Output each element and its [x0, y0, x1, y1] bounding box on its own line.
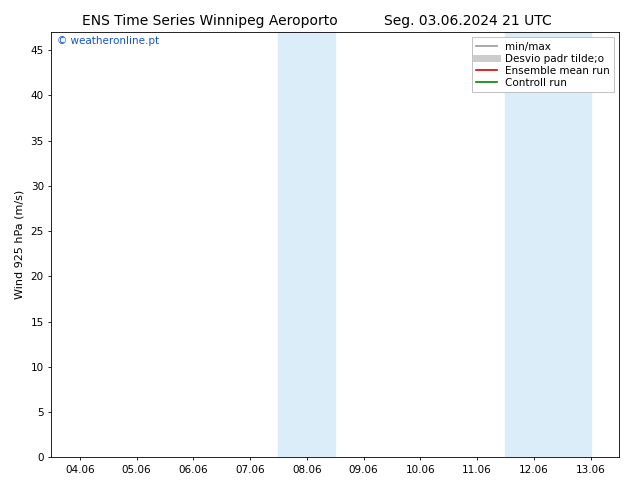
Y-axis label: Wind 925 hPa (m/s): Wind 925 hPa (m/s): [15, 190, 25, 299]
Text: © weatheronline.pt: © weatheronline.pt: [57, 36, 159, 47]
Text: ENS Time Series Winnipeg Aeroporto: ENS Time Series Winnipeg Aeroporto: [82, 14, 338, 28]
Bar: [278, 32, 335, 457]
Bar: [505, 32, 591, 457]
Text: Seg. 03.06.2024 21 UTC: Seg. 03.06.2024 21 UTC: [384, 14, 552, 28]
Legend: min/max, Desvio padr tilde;o, Ensemble mean run, Controll run: min/max, Desvio padr tilde;o, Ensemble m…: [472, 37, 614, 92]
